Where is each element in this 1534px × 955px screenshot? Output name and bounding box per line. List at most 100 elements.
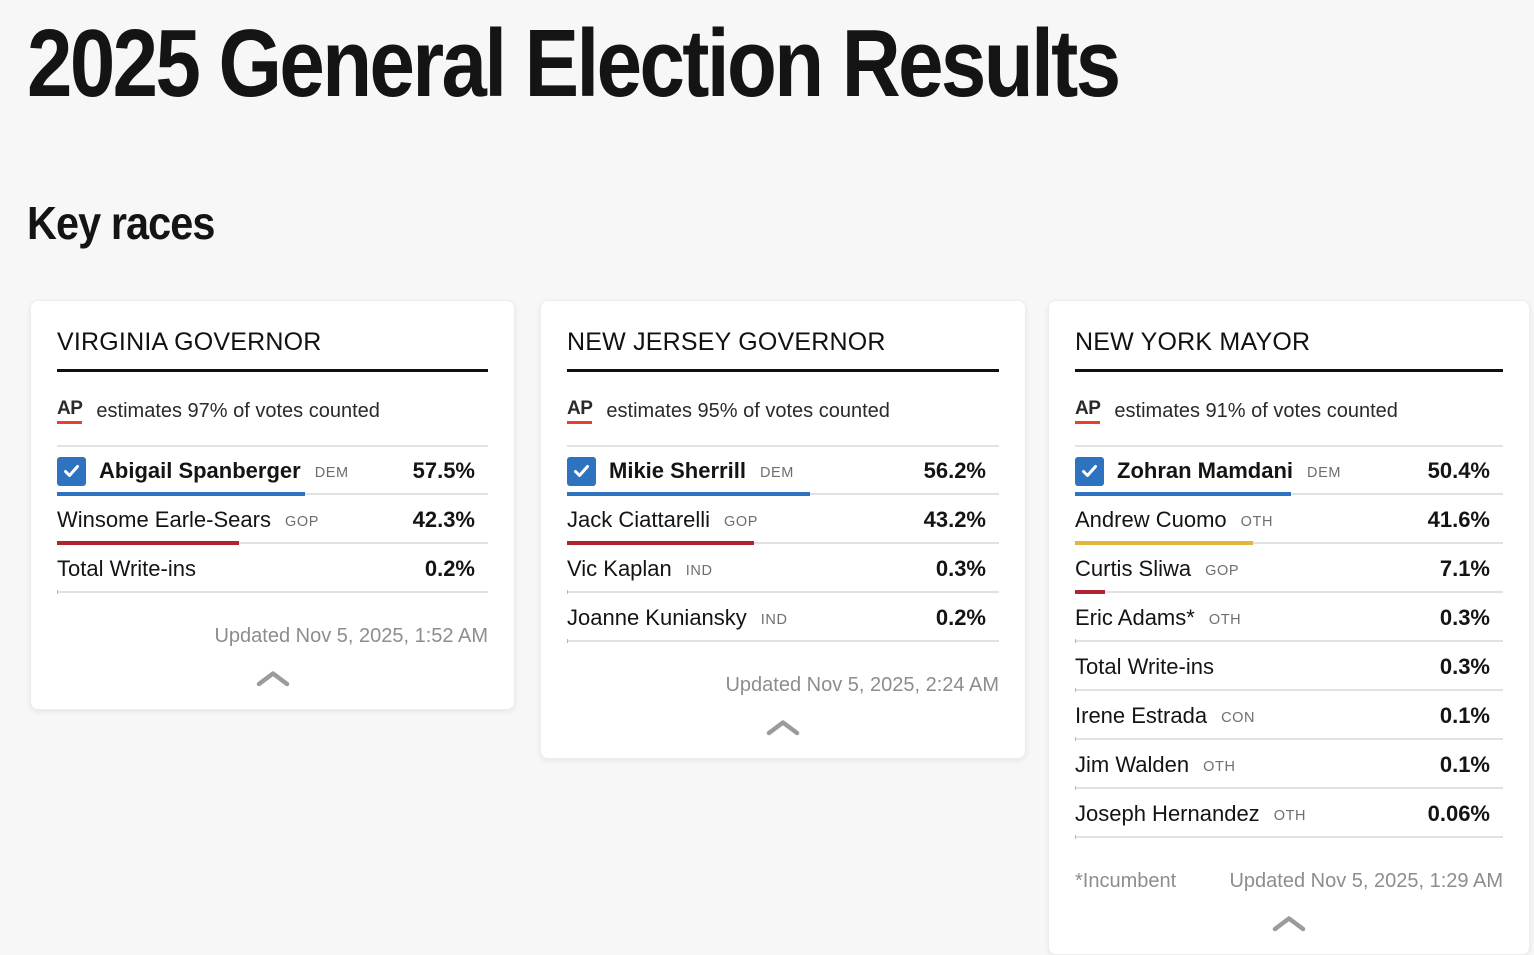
ap-logo: AP [1075, 399, 1101, 424]
collapse-button[interactable] [1266, 913, 1312, 934]
candidate-name: Total Write-ins [1075, 654, 1214, 679]
candidate-party: DEM [314, 465, 349, 481]
chevron-up-icon [256, 670, 289, 686]
candidate-name: Mikie Sherrill [609, 458, 746, 483]
ap-estimate-row: AP estimates 95% of votes counted [567, 399, 999, 424]
candidate-row: Irene Estrada CON 0.1% [1075, 692, 1503, 741]
candidate-pct: 0.3% [935, 556, 986, 581]
candidate-row: Joanne Kuniansky IND 0.2% [567, 594, 999, 643]
candidate-name: Irene Estrada [1075, 703, 1208, 728]
candidate-name: Joseph Hernandez [1075, 801, 1260, 826]
candidate-name: Jim Walden [1075, 752, 1190, 777]
page-title: 2025 General Election Results [27, 10, 1121, 117]
card-footer: Updated Nov 5, 2025, 2:24 AM [567, 674, 999, 697]
candidate-row: Winsome Earle-Sears GOP 42.3% [57, 496, 488, 545]
candidate-row: Mikie Sherrill DEM 56.2% [567, 447, 999, 496]
race-card-virginia-governor: VIRGINIA GOVERNOR AP estimates 97% of vo… [30, 300, 515, 710]
vote-share-bar [1075, 785, 1076, 790]
section-title: Key races [27, 196, 215, 249]
candidate-pct: 0.2% [935, 605, 986, 630]
vote-share-bar [1075, 736, 1076, 741]
winner-check-icon [567, 456, 596, 486]
candidate-row: Jim Walden OTH 0.1% [1075, 741, 1503, 790]
race-card-new-jersey-governor: NEW JERSEY GOVERNOR AP estimates 95% of … [540, 300, 1026, 759]
candidate-row: Eric Adams* OTH 0.3% [1075, 594, 1503, 643]
candidate-pct: 0.3% [1439, 605, 1490, 630]
candidate-row: Curtis Sliwa GOP 7.1% [1075, 545, 1503, 594]
candidate-party: OTH [1208, 612, 1242, 628]
candidate-pct: 41.6% [1427, 507, 1490, 532]
collapse-button[interactable] [760, 717, 806, 738]
updated-timestamp: Updated Nov 5, 2025, 2:24 AM [725, 673, 999, 696]
collapse-button[interactable] [250, 668, 296, 689]
race-title: NEW YORK MAYOR [1075, 328, 1503, 372]
candidate-party: GOP [724, 514, 759, 530]
vote-share-bar [1075, 540, 1254, 545]
race-card-new-york-mayor: NEW YORK MAYOR AP estimates 91% of votes… [1048, 300, 1530, 955]
candidate-name: Abigail Spanberger [99, 458, 301, 483]
ap-logo: AP [567, 399, 593, 424]
vote-share-bar [567, 638, 568, 643]
ap-estimate-row: AP estimates 91% of votes counted [1075, 399, 1503, 424]
candidate-name: Vic Kaplan [567, 556, 672, 581]
chevron-up-icon [1272, 915, 1306, 931]
candidate-party: IND [760, 612, 788, 628]
candidate-pct: 50.4% [1427, 458, 1490, 483]
candidate-name: Total Write-ins [57, 556, 196, 581]
candidate-name: Andrew Cuomo [1075, 507, 1227, 532]
candidate-pct: 43.2% [923, 507, 986, 532]
candidate-name: Winsome Earle-Sears [57, 507, 271, 532]
candidate-party: DEM [1307, 465, 1342, 481]
winner-check-icon [1075, 456, 1104, 486]
vote-share-bar [1075, 834, 1076, 839]
card-footer: *Incumbent Updated Nov 5, 2025, 1:29 AM [1075, 870, 1503, 893]
card-footer: Updated Nov 5, 2025, 1:52 AM [57, 625, 488, 648]
votes-counted-text: estimates 95% of votes counted [606, 399, 890, 422]
candidate-row: Abigail Spanberger DEM 57.5% [57, 447, 488, 496]
candidate-party: GOP [1205, 563, 1240, 579]
candidate-pct: 0.1% [1439, 703, 1490, 728]
vote-share-bar [57, 540, 240, 545]
votes-counted-text: estimates 91% of votes counted [1114, 399, 1398, 422]
candidate-party: OTH [1273, 808, 1307, 824]
candidate-pct: 42.3% [412, 507, 475, 532]
ap-estimate-row: AP estimates 97% of votes counted [57, 399, 488, 424]
vote-share-bar [567, 540, 754, 545]
candidate-pct: 0.06% [1427, 801, 1490, 826]
candidate-name: Zohran Mamdani [1117, 458, 1294, 483]
candidate-row: Jack Ciattarelli GOP 43.2% [567, 496, 999, 545]
incumbent-note: *Incumbent [1075, 869, 1177, 892]
candidate-party: GOP [284, 514, 319, 530]
race-title: NEW JERSEY GOVERNOR [567, 328, 999, 372]
candidate-pct: 0.2% [424, 556, 475, 581]
vote-share-bar [1075, 638, 1077, 643]
vote-share-bar [567, 491, 810, 496]
vote-share-bar [1075, 687, 1077, 692]
vote-share-bar [1075, 491, 1291, 496]
candidates-list: Zohran Mamdani DEM 50.4% Andrew Cuomo OT… [1075, 444, 1503, 839]
winner-check-icon [57, 456, 86, 486]
candidate-party: CON [1221, 710, 1256, 726]
vote-share-bar [57, 491, 305, 496]
candidate-party: OTH [1240, 514, 1274, 530]
updated-timestamp: Updated Nov 5, 2025, 1:29 AM [1229, 869, 1503, 892]
candidate-pct: 56.2% [923, 458, 986, 483]
candidate-party: OTH [1203, 759, 1236, 775]
candidate-pct: 0.3% [1439, 654, 1490, 679]
votes-counted-text: estimates 97% of votes counted [96, 399, 380, 422]
candidate-row: Total Write-ins 0.2% [57, 545, 488, 594]
candidate-pct: 0.1% [1439, 752, 1490, 777]
candidate-pct: 7.1% [1439, 556, 1490, 581]
candidate-row: Andrew Cuomo OTH 41.6% [1075, 496, 1503, 545]
vote-share-bar [57, 589, 58, 594]
vote-share-bar [1075, 589, 1106, 594]
candidates-list: Abigail Spanberger DEM 57.5% Winsome Ear… [57, 444, 488, 594]
race-title: VIRGINIA GOVERNOR [57, 328, 488, 372]
vote-share-bar [567, 589, 569, 594]
chevron-up-icon [766, 719, 800, 735]
candidate-name: Eric Adams* [1075, 605, 1195, 630]
updated-timestamp: Updated Nov 5, 2025, 1:52 AM [214, 624, 488, 647]
candidate-name: Jack Ciattarelli [567, 507, 711, 532]
candidate-row: Joseph Hernandez OTH 0.06% [1075, 790, 1503, 839]
candidate-name: Joanne Kuniansky [567, 605, 747, 630]
